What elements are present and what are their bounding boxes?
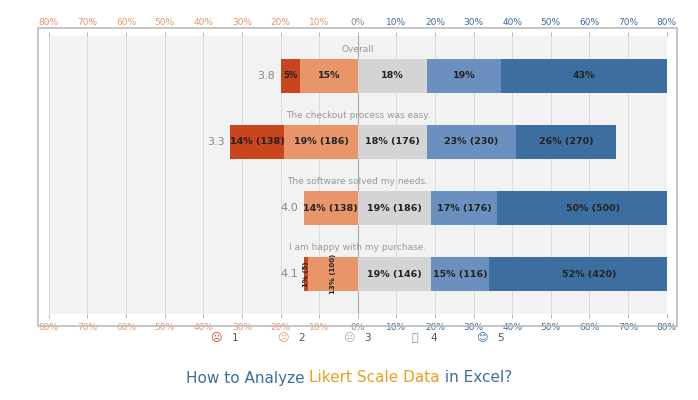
Text: The software solved my needs.: The software solved my needs.	[287, 177, 429, 186]
Bar	[427, 58, 500, 93]
Text: 15% (116): 15% (116)	[433, 270, 487, 279]
Text: in Excel?: in Excel?	[440, 370, 512, 386]
Text: Overall: Overall	[341, 45, 374, 54]
Bar	[358, 191, 431, 225]
Text: 4.0: 4.0	[280, 203, 298, 213]
Bar	[358, 125, 427, 159]
Text: 19%: 19%	[452, 71, 475, 80]
Bar	[497, 191, 690, 225]
Text: I am happy with my purchase.: I am happy with my purchase.	[289, 244, 426, 252]
Text: 3.8: 3.8	[257, 71, 275, 81]
Text: 19% (186): 19% (186)	[294, 138, 348, 146]
Text: 50% (500): 50% (500)	[566, 204, 621, 212]
Text: 14% (138): 14% (138)	[304, 204, 358, 212]
Text: 3: 3	[364, 333, 371, 343]
Bar	[358, 58, 427, 93]
Text: 5: 5	[497, 333, 503, 343]
Bar	[304, 257, 308, 292]
Text: 15%: 15%	[318, 71, 340, 80]
Text: 18%: 18%	[381, 71, 404, 80]
Text: 19% (146): 19% (146)	[367, 270, 422, 279]
Bar	[284, 125, 358, 159]
Text: ☹: ☹	[211, 333, 222, 343]
Text: 😊: 😊	[476, 333, 487, 343]
Text: 18% (176): 18% (176)	[365, 138, 420, 146]
Bar	[230, 125, 284, 159]
Bar	[308, 257, 358, 292]
Text: 43%: 43%	[572, 71, 595, 80]
Text: The checkout process was easy.: The checkout process was easy.	[285, 111, 430, 120]
Bar	[516, 125, 616, 159]
Bar	[431, 191, 497, 225]
Text: 😐: 😐	[343, 333, 355, 343]
Text: 52% (420): 52% (420)	[562, 270, 616, 279]
Text: 😕: 😕	[277, 333, 288, 343]
Text: 🙂: 🙂	[412, 333, 419, 343]
Bar	[431, 257, 489, 292]
Text: 23% (230): 23% (230)	[445, 138, 499, 146]
Text: 3.3: 3.3	[207, 137, 225, 147]
Text: 1% (5): 1% (5)	[303, 262, 309, 287]
Bar	[300, 58, 358, 93]
Text: 4: 4	[431, 333, 437, 343]
Text: 13% (100): 13% (100)	[329, 254, 336, 294]
Text: 14% (138): 14% (138)	[230, 138, 285, 146]
Bar	[281, 58, 300, 93]
Bar	[304, 191, 358, 225]
Text: 2: 2	[298, 333, 304, 343]
Bar	[489, 257, 690, 292]
Text: 1: 1	[232, 333, 238, 343]
Text: Likert Scale Data: Likert Scale Data	[309, 370, 440, 386]
Bar	[358, 257, 431, 292]
Bar	[427, 125, 516, 159]
Text: 5%: 5%	[283, 71, 297, 80]
Text: How to Analyze: How to Analyze	[186, 370, 309, 386]
Text: 17% (176): 17% (176)	[436, 204, 491, 212]
Text: 26% (270): 26% (270)	[539, 138, 593, 146]
Text: 19% (186): 19% (186)	[367, 204, 422, 212]
Text: 4.1: 4.1	[280, 269, 298, 279]
Bar	[500, 58, 667, 93]
